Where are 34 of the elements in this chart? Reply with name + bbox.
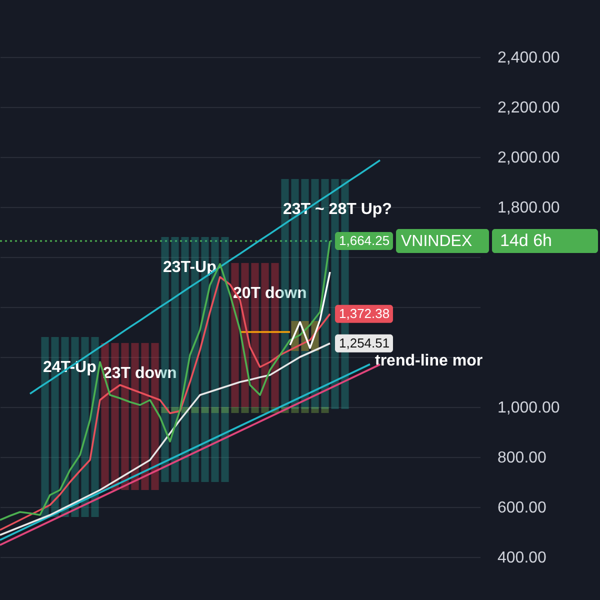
bar [191,407,199,413]
series-label: trend-line mor [375,352,483,370]
y-tick-label: 2,400.00 [498,50,560,66]
bar [231,407,239,413]
ref-line-label: VNINDEX [401,232,472,250]
bar [221,407,229,413]
bar [321,407,329,413]
data-label: 1,254.51 [339,335,390,350]
series-label: 23T down [103,365,177,382]
bar [261,407,269,413]
bar [251,407,259,413]
series-label: 23T ~ 28T Up? [283,201,392,218]
bar [211,407,219,413]
series-label: 24T-Up [43,359,97,376]
y-tick-label: 600.00 [498,500,547,516]
line-series [0,276,331,531]
bar [291,407,299,413]
bar [311,407,319,413]
data-label: 1,372.38 [339,306,390,321]
y-tick-label: 1,000.00 [498,400,560,416]
text: 14d 6h [500,230,552,250]
bar [201,407,209,413]
y-tick-label: 2,000.00 [498,150,560,166]
y-tick-label: 1,800.00 [498,200,560,216]
bar [221,237,229,482]
data-label: 1,664.25 [339,232,390,248]
y-tick-label: 800.00 [498,450,547,466]
bar [241,407,249,413]
line-series [0,240,331,521]
line-series [0,342,331,536]
y-tick-label: 2,200.00 [498,100,560,116]
y-tick-label: 400.00 [498,550,547,566]
bar [301,407,309,413]
series-label: 23T-Up [163,259,217,276]
